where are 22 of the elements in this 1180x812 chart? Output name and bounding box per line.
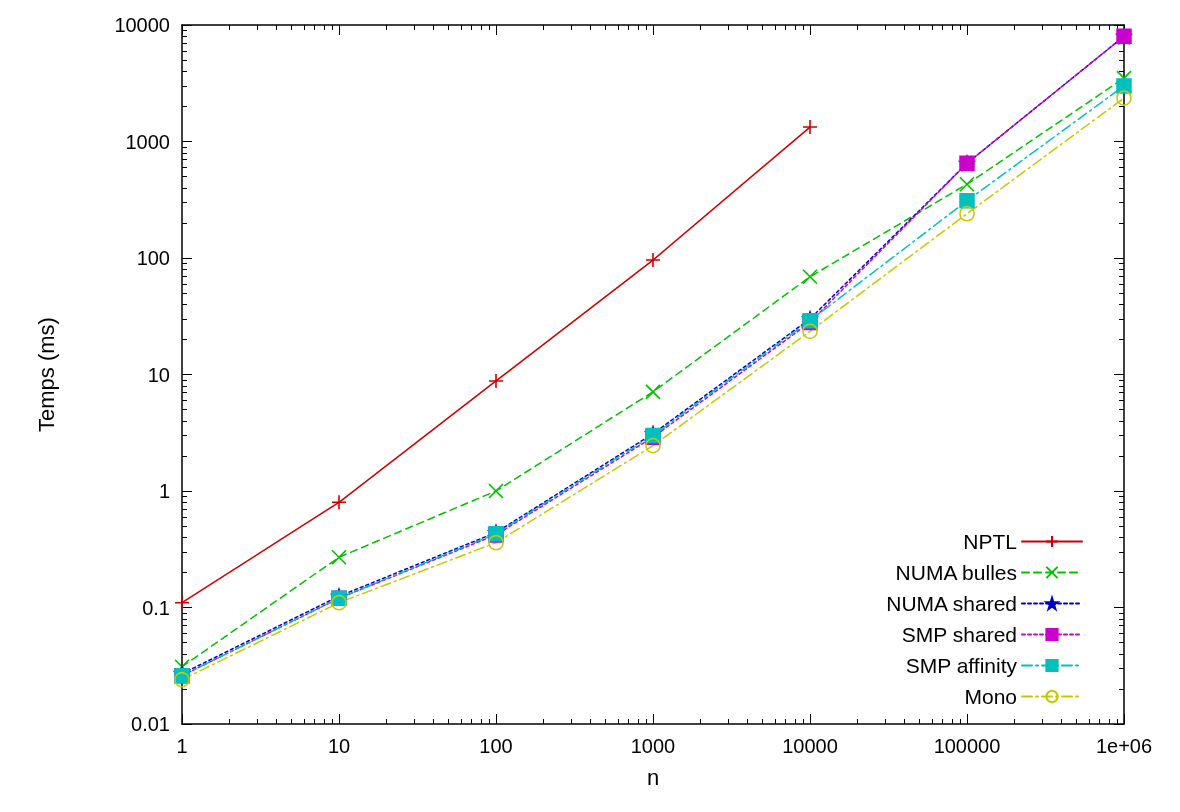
legend-label: Mono [964,685,1017,708]
x-tick-label: 1 [176,735,188,757]
y-tick-label: 0.1 [142,596,170,619]
legend-label: NUMA bulles [895,561,1017,584]
x-tick-label: 1000 [630,735,676,757]
x-axis-title: n [646,764,660,790]
x-tick-label: 100000 [933,735,1001,757]
y-tick-label: 10000 [114,14,170,36]
y-tick-label: 100 [136,247,170,269]
y-tick-label: 10 [147,363,170,386]
x-tick-label: 100 [479,735,513,757]
legend-label: NPTL [963,530,1017,553]
legend-label: SMP shared [901,623,1017,646]
y-tick-label: 0.01 [131,713,170,735]
y-axis-title: Temps (ms) [33,317,59,432]
x-tick-label: 10 [327,735,351,757]
legend-label: SMP affinity [905,654,1018,677]
legend-label: NUMA shared [886,592,1017,615]
y-tick-label: 1 [158,480,170,502]
y-tick-label: 1000 [125,130,170,153]
x-tick-label: 1e+06 [1095,735,1153,757]
x-tick-label: 10000 [782,735,838,757]
